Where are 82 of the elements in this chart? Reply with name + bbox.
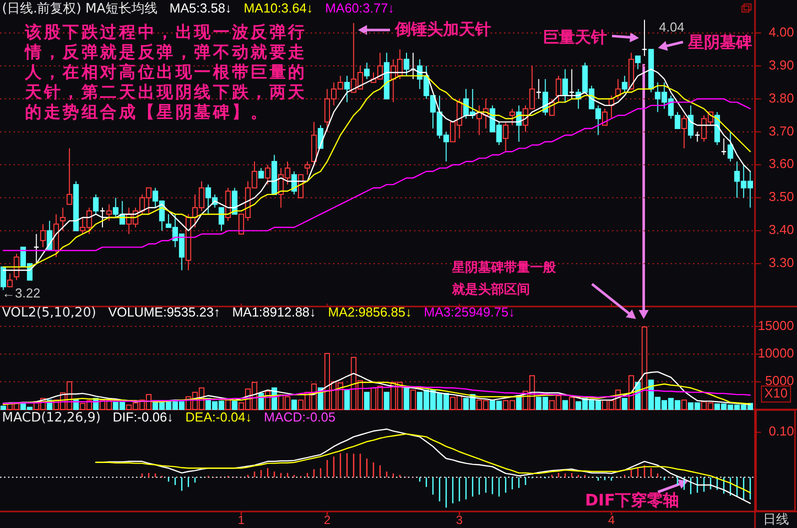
- annotation: MACD:-0.05: [264, 409, 336, 424]
- bar: [568, 396, 575, 410]
- text: MA1:8912.88↓: [232, 304, 316, 320]
- bar: [404, 387, 410, 410]
- x-tick-label: 1: [238, 513, 245, 528]
- y-tick-label: 10000: [758, 346, 794, 361]
- text: MA2:9856.85↓: [328, 304, 412, 320]
- candlestick: [364, 62, 370, 80]
- candlestick: [264, 164, 270, 186]
- candlestick: [622, 75, 628, 93]
- text: DIF:-0.06↓: [112, 409, 174, 424]
- annotation: 星阴墓碑: [687, 32, 752, 52]
- candlestick: [404, 52, 410, 76]
- candlestick: [562, 68, 568, 103]
- bar: [364, 392, 370, 410]
- candlestick: [615, 78, 621, 100]
- text: X10: [764, 385, 788, 400]
- candlestick: [7, 273, 13, 288]
- line-series: [2, 98, 751, 252]
- x-tick-label: 4: [608, 513, 616, 528]
- annotation: 4.04: [659, 19, 684, 34]
- chart-title: MACD(12,26,9): [2, 410, 101, 426]
- text: MA5:3.58↓: [170, 0, 232, 16]
- y-tick-label: 15000: [758, 318, 794, 333]
- candlestick: [93, 194, 99, 215]
- y-tick-label: 3.60: [768, 156, 794, 172]
- bar: [562, 400, 568, 410]
- candlestick: [106, 204, 112, 222]
- bar: [410, 390, 416, 410]
- candlestick: [304, 160, 310, 176]
- bar: [384, 392, 390, 410]
- candlestick: [536, 78, 542, 100]
- chart-title: VOL2(5,10,20): [2, 306, 96, 321]
- chart-title: (日线.前复权) MA短长均线: [2, 2, 158, 17]
- y-tick-label: 3.70: [768, 123, 794, 138]
- candlestick: [509, 108, 516, 126]
- candlestick: [728, 131, 734, 162]
- candlestick: [642, 19, 648, 57]
- bar: [628, 375, 634, 410]
- candlestick: [100, 207, 106, 228]
- line-series: [2, 382, 751, 406]
- bar: [642, 326, 648, 410]
- text: MA3:25949.75↓: [424, 304, 515, 320]
- annotation: 该股下跌过程中，出现一波反弹行情，反弹就是反弹，弹不动就要走人，在相对高位出现一根带巨量的天针，第二天出现阴线下跌，两天的走势组合成【星阴墓碑】。: [24, 22, 307, 122]
- annotation: 星阴墓碑带量一般就是头部区间: [451, 260, 557, 298]
- annotation: DIF下穿零轴: [585, 490, 680, 510]
- annotation: ←3.22: [2, 285, 40, 300]
- candlestick: [681, 114, 687, 149]
- bar: [622, 398, 628, 410]
- candlestick: [502, 121, 508, 152]
- line-series: [2, 386, 751, 404]
- y-tick-label: 3.80: [768, 90, 794, 106]
- bar: [344, 390, 350, 410]
- candlestick: [218, 207, 224, 232]
- annotation: VOLUME:9535.23↑: [108, 304, 220, 320]
- bar: [0, 406, 6, 410]
- candlestick: [40, 224, 46, 248]
- bar: [232, 400, 238, 410]
- x-tick-label: 2: [324, 513, 331, 528]
- candlestick: [635, 56, 641, 70]
- y-tick-label: 3.30: [768, 255, 794, 270]
- y-tick-label: 3.90: [768, 57, 794, 72]
- y-tick-label: 3.40: [768, 222, 794, 238]
- candlestick: [33, 233, 40, 264]
- text: 日线: [763, 512, 789, 528]
- y-tick-label: 4.00: [768, 24, 794, 40]
- text: MA60:3.77↓: [325, 0, 394, 16]
- text: 0.10: [768, 424, 794, 439]
- bar: [225, 400, 231, 410]
- candlestick: [66, 148, 72, 205]
- candlestick: [344, 75, 350, 103]
- candlestick: [258, 168, 264, 178]
- text: MA10:3.64↓: [244, 0, 314, 16]
- annotation: 巨量天针: [543, 27, 607, 46]
- candlestick: [60, 207, 66, 232]
- annotation: 倒锤头加天针: [394, 19, 491, 38]
- candlestick: [556, 75, 562, 103]
- bar: [291, 400, 297, 410]
- x-tick-label: 3: [456, 513, 464, 528]
- bar: [681, 400, 687, 410]
- y-tick-label: 3.50: [768, 189, 794, 204]
- text: DEA:-0.04↓: [185, 409, 252, 424]
